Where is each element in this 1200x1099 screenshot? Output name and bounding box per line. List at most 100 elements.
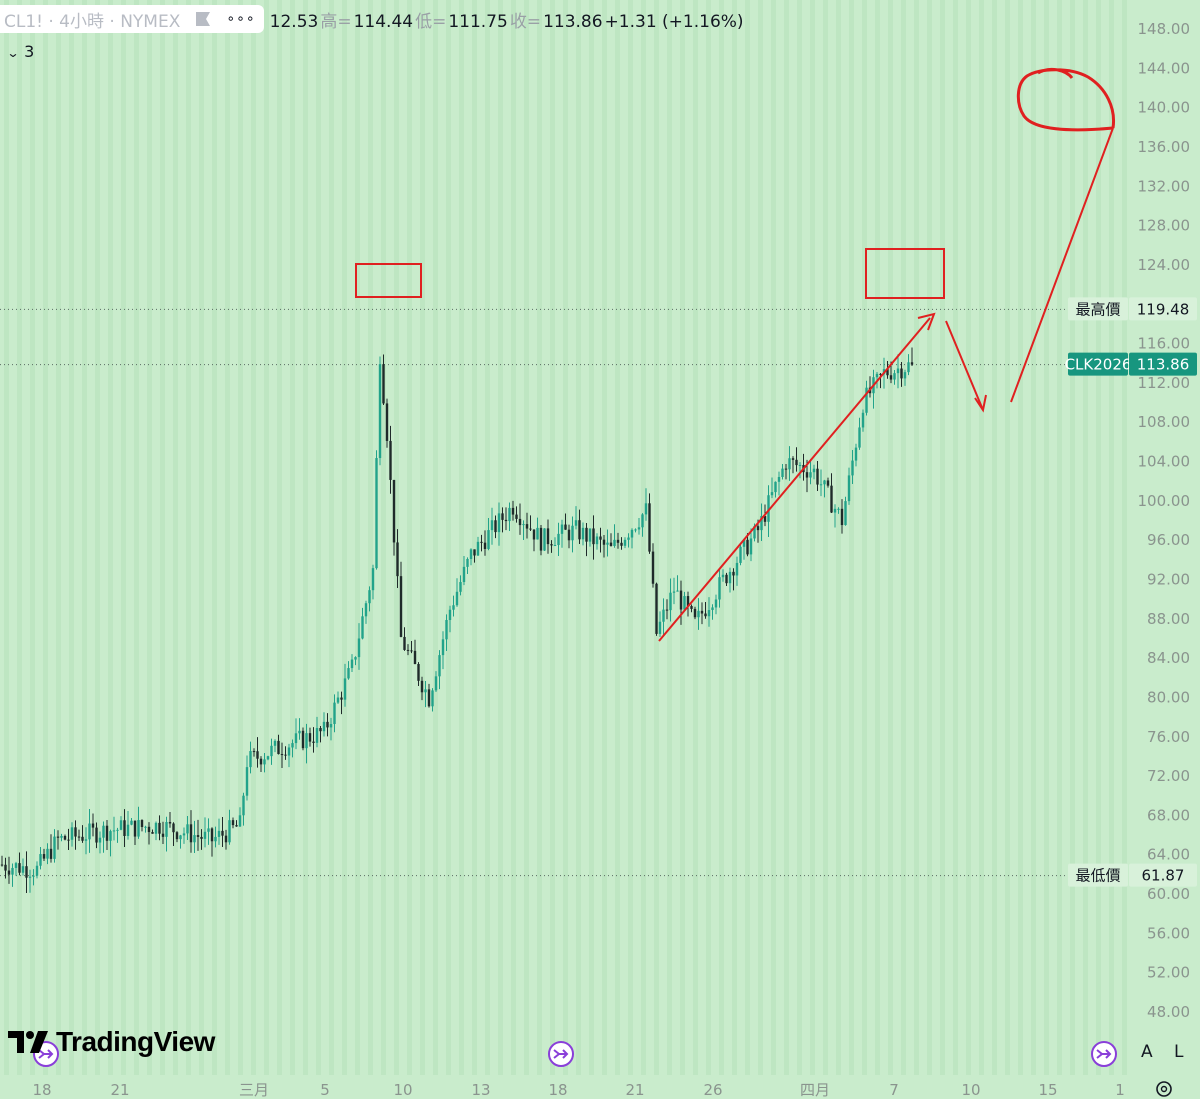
candle-body — [476, 541, 480, 556]
x-tick-label: 四月 — [800, 1081, 830, 1099]
candle-body — [77, 836, 81, 838]
candle-body — [280, 754, 284, 756]
log-scale-button[interactable]: L — [1174, 1042, 1184, 1062]
x-tick-label: 1 — [1115, 1081, 1125, 1099]
event-marker-glyph — [38, 1049, 54, 1059]
candle-body — [525, 524, 529, 529]
candle-body — [490, 520, 494, 531]
candle-body — [277, 740, 280, 755]
candle-body — [676, 590, 679, 592]
y-tick-label: 72.00 — [1147, 767, 1190, 785]
candle-body — [728, 571, 732, 584]
symbol-box[interactable]: CL1! · 4小時 · NYMEX ∘∘∘ — [0, 5, 264, 33]
grid-stripe — [43, 0, 48, 1075]
event-marker-icon[interactable] — [1091, 1041, 1117, 1067]
candle-body — [760, 516, 763, 531]
candle-body — [312, 741, 315, 743]
auto-scale-button[interactable]: A — [1141, 1042, 1153, 1062]
y-tick-label: 68.00 — [1147, 806, 1190, 824]
grid-stripe — [446, 0, 451, 1075]
flag-icon[interactable] — [194, 11, 212, 27]
grid-stripe — [901, 0, 906, 1075]
candle-body — [392, 479, 396, 543]
low-tag-value-bg — [1129, 863, 1197, 887]
candle-body — [252, 751, 256, 753]
x-tick-label: 7 — [889, 1081, 899, 1099]
x-tick-label: 21 — [110, 1081, 129, 1099]
candle-body — [42, 854, 46, 859]
candle-body — [840, 508, 844, 526]
grid-stripe — [823, 0, 828, 1075]
grid-stripe — [1031, 0, 1036, 1075]
candle-body — [266, 756, 270, 760]
down-arrow-head — [974, 394, 987, 413]
candle-body — [161, 833, 165, 837]
grid-stripe — [641, 0, 646, 1075]
candle-body — [672, 591, 676, 593]
candle-body — [571, 525, 574, 541]
more-menu-icon[interactable]: ∘∘∘ — [226, 11, 256, 27]
grid-stripe — [472, 0, 477, 1075]
grid-stripe — [862, 0, 867, 1075]
chevron-down-icon[interactable]: ⌄ — [6, 46, 20, 60]
grid-stripe — [381, 0, 386, 1075]
candle-body — [315, 728, 319, 743]
candle-body — [634, 529, 637, 531]
candle-body — [557, 533, 560, 546]
candle-body — [168, 822, 172, 824]
candle-body — [543, 528, 546, 551]
candle-body — [91, 823, 95, 828]
candle-body — [683, 596, 686, 610]
candle-body — [532, 529, 536, 540]
candle-body — [448, 609, 452, 620]
grid-stripe — [238, 0, 243, 1075]
candle-body — [910, 362, 914, 365]
candle-body — [546, 528, 550, 545]
candle-body — [329, 724, 333, 728]
settings-gear-hub — [1160, 1085, 1168, 1093]
candle-body — [196, 835, 200, 837]
candle-body — [441, 639, 445, 656]
candle-body — [613, 539, 616, 546]
tradingview-logo[interactable]: TradingView — [8, 1026, 215, 1058]
candle-body — [658, 621, 662, 634]
candle-body — [518, 518, 522, 526]
high-label: 高= — [320, 11, 352, 32]
grid-stripe — [1096, 0, 1101, 1075]
event-marker-icon[interactable] — [548, 1041, 574, 1067]
y-tick-label: 128.00 — [1138, 217, 1191, 235]
candle-body — [14, 863, 18, 868]
candle-body — [175, 832, 179, 840]
candle-body — [753, 526, 756, 539]
candle-body — [749, 538, 753, 555]
time-axis: 18 21 三月 5 10 13 18 21 26 四月 7 10 15 1 — [32, 1081, 1172, 1099]
symbol-title[interactable]: CL1! · 4小時 · NYMEX — [4, 11, 181, 32]
candle-body — [84, 839, 88, 841]
annotation-box-left — [355, 263, 422, 298]
high-tag-value: 119.48 — [1137, 300, 1190, 318]
y-tick-label: 132.00 — [1138, 177, 1191, 195]
candle-body — [735, 562, 739, 576]
candle-body — [805, 472, 809, 478]
candle-body — [399, 576, 403, 637]
candle-body — [826, 480, 830, 486]
candle-body — [354, 657, 357, 660]
low-tag-label-bg — [1068, 863, 1128, 887]
indicators-toggle[interactable]: ⌄ 3 — [6, 42, 34, 61]
candle-body — [480, 541, 483, 543]
grid-stripe — [654, 0, 659, 1075]
x-tick-label: 三月 — [239, 1081, 269, 1099]
low-tag-label: 最低價 — [1075, 867, 1120, 885]
candle-body — [165, 822, 168, 837]
candle-body — [704, 613, 707, 617]
grid-stripe — [875, 0, 880, 1075]
candle-body — [224, 835, 228, 843]
close-label: 收= — [509, 11, 542, 32]
grid-stripe — [498, 0, 503, 1075]
x-tick-label: 5 — [320, 1081, 330, 1099]
candle-body — [774, 481, 777, 493]
candle-body — [210, 828, 214, 842]
candle-body — [515, 514, 518, 519]
candle-body — [182, 833, 186, 836]
